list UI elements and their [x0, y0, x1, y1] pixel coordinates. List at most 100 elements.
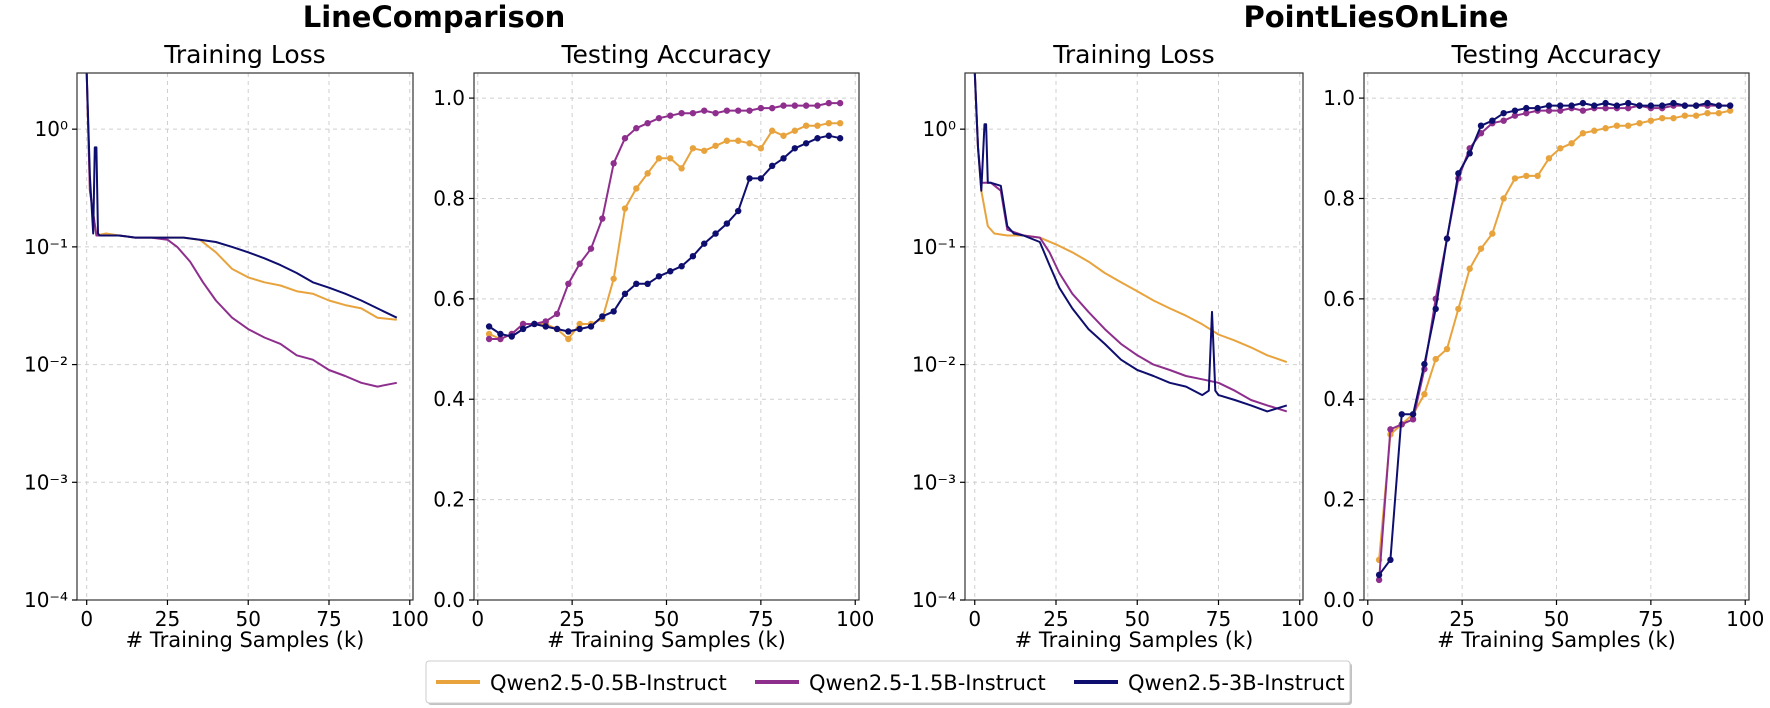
data-point-qwen2-5-3b-instruct: [542, 323, 549, 330]
y-tick-label: 0.8: [1323, 186, 1355, 210]
data-point-qwen2-5-1-5b-instruct: [791, 102, 799, 109]
data-point-qwen2-5-1-5b-instruct: [1409, 416, 1417, 423]
series-group: [85, 73, 398, 388]
data-point-qwen2-5-1-5b-instruct: [485, 335, 493, 343]
x-tick-label: 50: [236, 607, 261, 631]
data-point-qwen2-5-3b-instruct: [1670, 99, 1677, 107]
data-point-qwen2-5-1-5b-instruct: [633, 125, 640, 132]
group-title-line-comparison: LineComparison: [303, 0, 566, 34]
data-point-qwen2-5-0-5b-instruct: [802, 122, 810, 129]
series-line-qwen2-5-0-5b-instruct: [1378, 109, 1731, 560]
data-point-qwen2-5-1-5b-instruct: [746, 107, 753, 114]
data-point-qwen2-5-1-5b-instruct: [610, 160, 617, 167]
data-point-qwen2-5-3b-instruct: [1579, 99, 1587, 107]
x-tick-label: 75: [1638, 607, 1663, 631]
data-point-qwen2-5-3b-instruct: [599, 313, 606, 320]
legend-box: [425, 660, 1351, 704]
data-point-qwen2-5-3b-instruct: [1534, 104, 1541, 112]
data-point-qwen2-5-0-5b-instruct: [655, 155, 663, 162]
x-tick-label: 50: [654, 607, 679, 631]
data-point-qwen2-5-1-5b-instruct: [497, 335, 504, 343]
data-point-qwen2-5-0-5b-instruct: [768, 127, 776, 134]
data-point-qwen2-5-3b-instruct: [768, 162, 776, 170]
panel-title: Testing Accuracy: [1451, 40, 1662, 69]
x-tick-label: 0: [471, 607, 484, 631]
plot-frame: [964, 72, 1304, 601]
x-tick-label: 25: [1043, 607, 1068, 631]
data-point-qwen2-5-3b-instruct: [1375, 571, 1383, 579]
data-point-qwen2-5-3b-instruct: [1602, 99, 1609, 107]
data-point-qwen2-5-3b-instruct: [576, 325, 583, 333]
data-point-qwen2-5-0-5b-instruct: [1647, 117, 1655, 124]
x-tick-label: 100: [391, 607, 429, 631]
plot-frame: [473, 72, 860, 601]
data-point-qwen2-5-0-5b-instruct: [678, 165, 685, 172]
data-point-qwen2-5-1-5b-instruct: [825, 99, 833, 107]
data-point-qwen2-5-3b-instruct: [1625, 99, 1632, 107]
y-tick-label: 0.0: [433, 588, 465, 612]
y-tick-label: 10⁰: [923, 117, 956, 141]
data-point-qwen2-5-3b-instruct: [1387, 556, 1394, 564]
data-point-qwen2-5-1-5b-instruct: [780, 102, 787, 109]
data-point-qwen2-5-0-5b-instruct: [1591, 127, 1598, 134]
data-point-qwen2-5-1-5b-instruct: [1500, 117, 1507, 124]
data-point-qwen2-5-0-5b-instruct: [1625, 122, 1632, 129]
data-point-qwen2-5-1-5b-instruct: [644, 119, 651, 127]
data-point-qwen2-5-3b-instruct: [814, 135, 821, 142]
y-tick-label: 10⁻¹: [912, 235, 956, 259]
data-point-qwen2-5-0-5b-instruct: [825, 119, 833, 127]
data-point-qwen2-5-3b-instruct: [1511, 107, 1519, 114]
y-tick-label: 0.8: [433, 186, 465, 210]
data-point-qwen2-5-1-5b-instruct: [1387, 426, 1394, 433]
data-point-qwen2-5-0-5b-instruct: [1545, 155, 1553, 162]
data-point-qwen2-5-3b-instruct: [1398, 411, 1405, 418]
data-point-qwen2-5-3b-instruct: [1636, 102, 1643, 109]
data-point-qwen2-5-3b-instruct: [1681, 102, 1689, 109]
data-point-qwen2-5-0-5b-instruct: [1534, 172, 1541, 180]
series-line-qwen2-5-3b-instruct: [1378, 102, 1731, 576]
data-point-qwen2-5-1-5b-instruct: [542, 318, 549, 325]
data-point-qwen2-5-1-5b-instruct: [768, 104, 776, 112]
data-point-qwen2-5-3b-instruct: [1455, 170, 1462, 177]
data-point-qwen2-5-3b-instruct: [1613, 102, 1621, 109]
data-point-qwen2-5-3b-instruct: [689, 252, 697, 260]
data-point-qwen2-5-0-5b-instruct: [780, 132, 787, 139]
data-point-qwen2-5-3b-instruct: [1500, 109, 1507, 117]
data-point-qwen2-5-0-5b-instruct: [1466, 265, 1473, 272]
data-point-qwen2-5-0-5b-instruct: [1670, 114, 1677, 122]
series-line-qwen2-5-1-5b-instruct: [1378, 104, 1731, 580]
data-point-qwen2-5-0-5b-instruct: [1715, 109, 1723, 117]
data-point-qwen2-5-0-5b-instruct: [735, 137, 742, 144]
data-point-qwen2-5-0-5b-instruct: [644, 170, 651, 177]
data-point-qwen2-5-3b-instruct: [836, 135, 844, 142]
series-group: [973, 73, 1288, 413]
y-tick-label: 0.0: [1323, 588, 1355, 612]
data-point-qwen2-5-1-5b-instruct: [1375, 576, 1383, 584]
data-point-qwen2-5-3b-instruct: [587, 323, 595, 330]
data-point-qwen2-5-3b-instruct: [508, 333, 515, 340]
data-point-qwen2-5-0-5b-instruct: [1568, 140, 1575, 147]
chart-panel-2: 0 25 50 75 100 0.0 0.2 0.4 0.6 0.8 1.0 Testing Accu…: [433, 40, 874, 652]
data-point-qwen2-5-0-5b-instruct: [1579, 130, 1587, 137]
data-point-qwen2-5-3b-instruct: [1658, 102, 1666, 109]
series-line-qwen2-5-3b-instruct: [85, 73, 398, 319]
data-point-qwen2-5-3b-instruct: [644, 280, 651, 287]
data-point-qwen2-5-1-5b-instruct: [1625, 104, 1632, 112]
data-point-qwen2-5-1-5b-instruct: [1579, 107, 1587, 114]
x-tick-label: 25: [1449, 607, 1474, 631]
y-tick-label: 0.4: [1323, 387, 1355, 411]
data-point-qwen2-5-3b-instruct: [519, 325, 527, 333]
data-point-qwen2-5-3b-instruct: [1557, 102, 1564, 109]
data-point-qwen2-5-0-5b-instruct: [791, 127, 799, 134]
x-tick-label: 75: [316, 607, 341, 631]
data-point-qwen2-5-3b-instruct: [667, 268, 674, 275]
data-point-qwen2-5-1-5b-instruct: [814, 102, 821, 109]
data-point-qwen2-5-1-5b-instruct: [587, 245, 595, 252]
x-axis-label: # Training Samples (k): [547, 628, 786, 652]
data-point-qwen2-5-0-5b-instruct: [1613, 122, 1621, 129]
data-point-qwen2-5-3b-instruct: [757, 175, 765, 182]
data-point-qwen2-5-1-5b-instruct: [1511, 112, 1519, 119]
data-point-qwen2-5-3b-instruct: [553, 325, 561, 333]
data-point-qwen2-5-0-5b-instruct: [689, 145, 697, 152]
data-point-qwen2-5-3b-instruct: [621, 290, 629, 298]
